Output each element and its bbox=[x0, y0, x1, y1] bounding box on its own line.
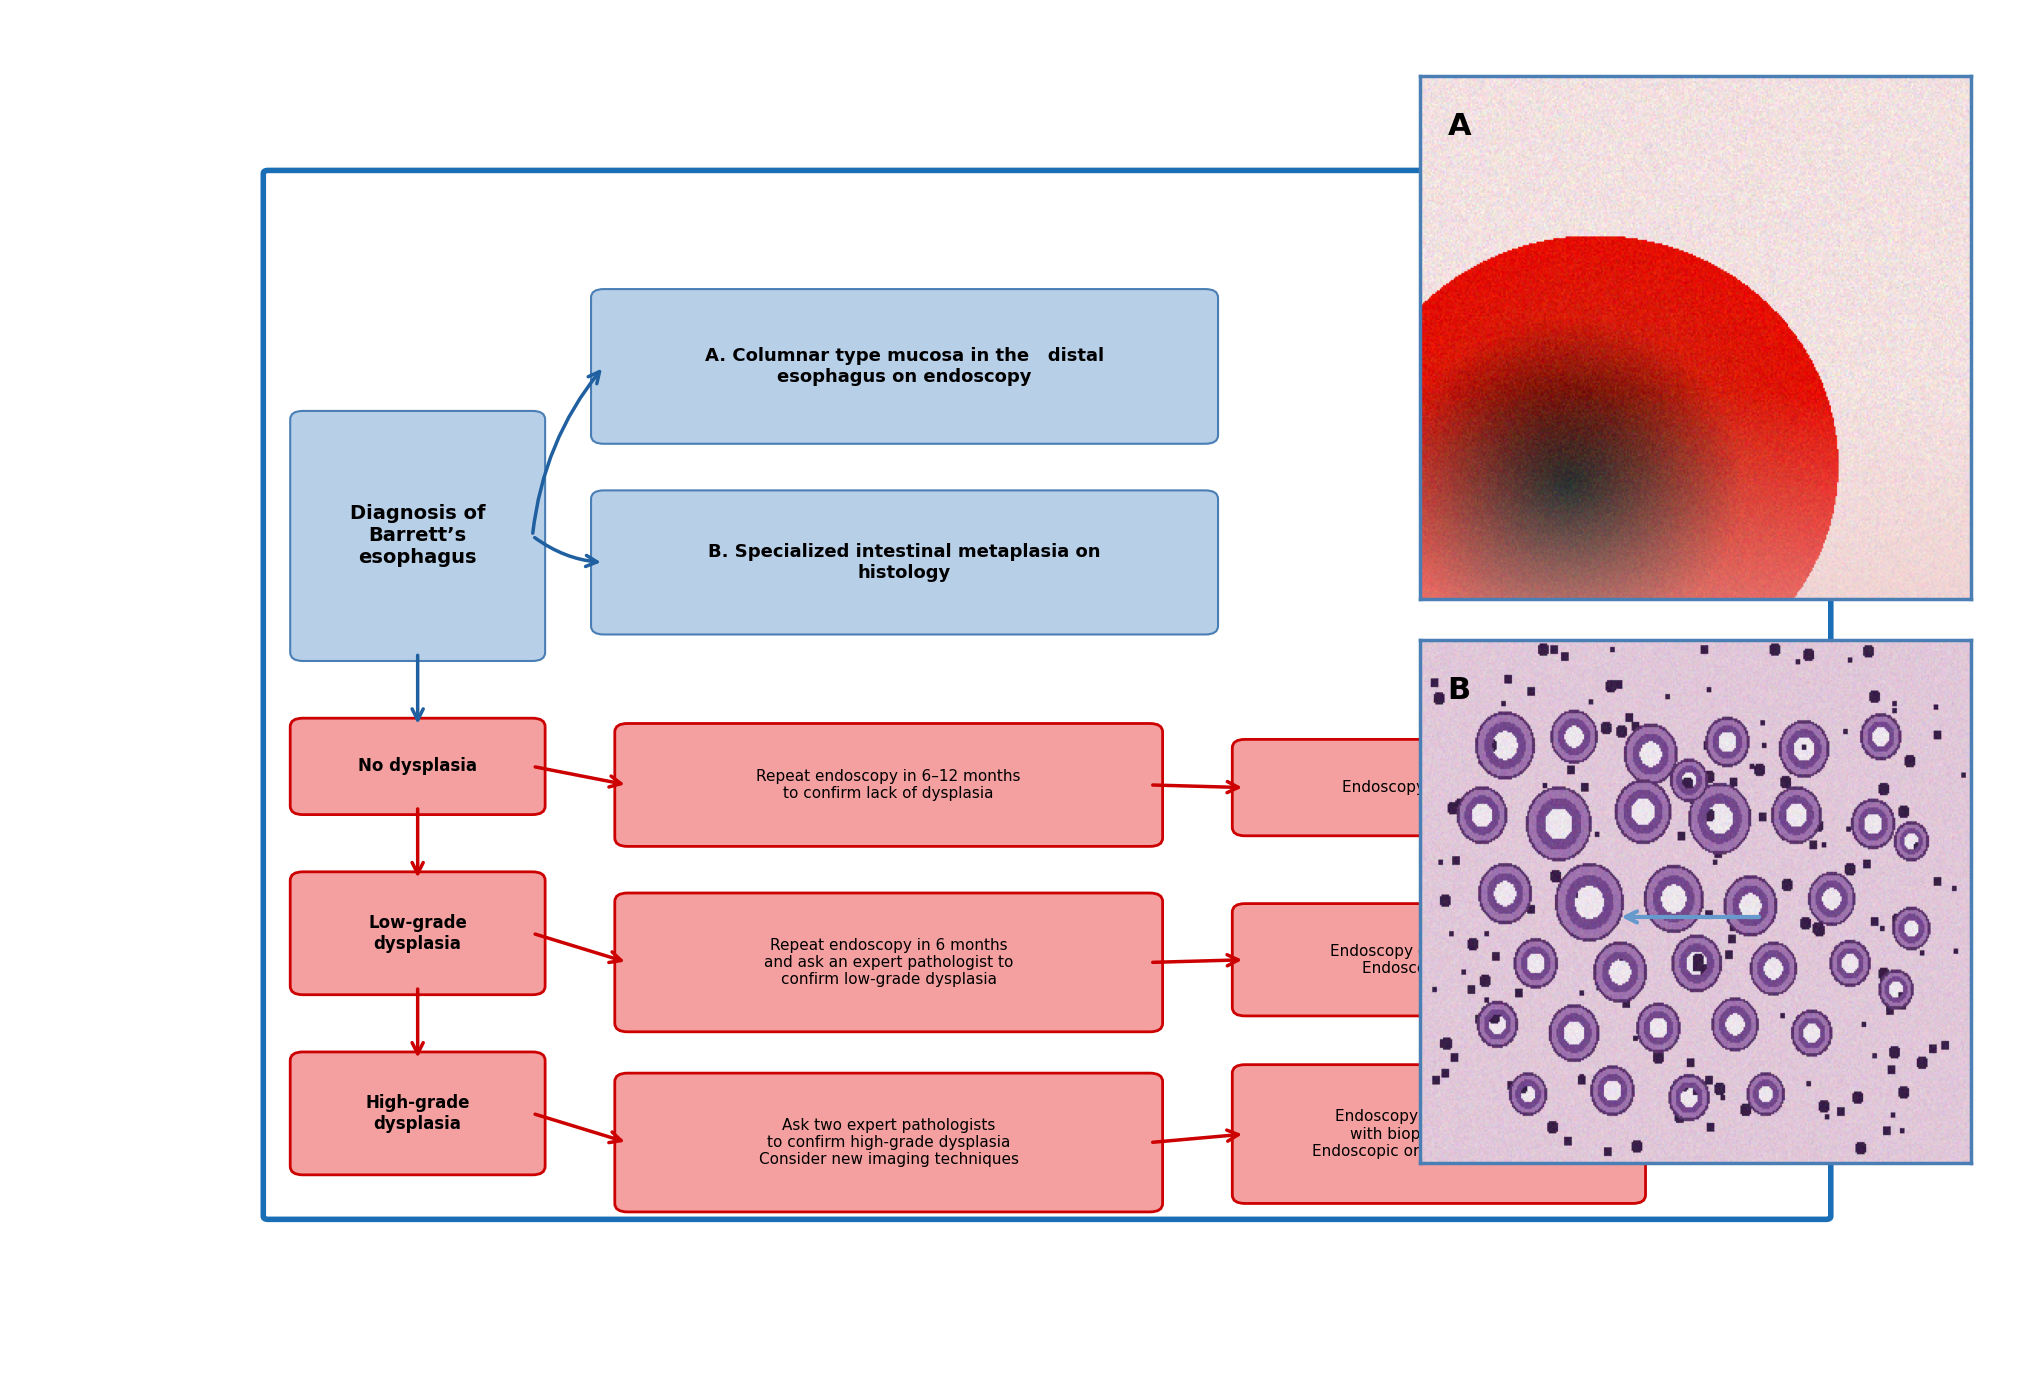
Text: Endoscopy every 3 years: Endoscopy every 3 years bbox=[1342, 780, 1536, 795]
FancyBboxPatch shape bbox=[1232, 1065, 1645, 1204]
Text: Diagnosis of
Barrett’s
esophagus: Diagnosis of Barrett’s esophagus bbox=[349, 505, 486, 567]
FancyBboxPatch shape bbox=[1232, 739, 1645, 835]
Text: Repeat endoscopy in 6–12 months
to confirm lack of dysplasia: Repeat endoscopy in 6–12 months to confi… bbox=[756, 769, 1022, 801]
FancyBboxPatch shape bbox=[615, 893, 1162, 1032]
FancyBboxPatch shape bbox=[615, 1073, 1162, 1212]
FancyBboxPatch shape bbox=[590, 490, 1218, 634]
Text: High-grade
dysplasia: High-grade dysplasia bbox=[366, 1094, 470, 1132]
FancyBboxPatch shape bbox=[290, 872, 545, 995]
Text: A: A bbox=[1448, 113, 1471, 142]
Text: Ask two expert pathologists
to confirm high-grade dysplasia
Consider new imaging: Ask two expert pathologists to confirm h… bbox=[758, 1117, 1019, 1167]
FancyBboxPatch shape bbox=[290, 1051, 545, 1175]
FancyBboxPatch shape bbox=[615, 724, 1162, 846]
FancyBboxPatch shape bbox=[290, 718, 545, 815]
Text: Endoscopy every 3 months
with biopsy every 1 cm
Endoscopic or surgical treatment: Endoscopy every 3 months with biopsy eve… bbox=[1312, 1109, 1565, 1159]
Text: B. Specialized intestinal metaplasia on
histology: B. Specialized intestinal metaplasia on … bbox=[709, 544, 1101, 582]
FancyBboxPatch shape bbox=[590, 289, 1218, 444]
Text: Endoscopy every 12 months
Endoscopic ablation: Endoscopy every 12 months Endoscopic abl… bbox=[1330, 944, 1549, 976]
FancyBboxPatch shape bbox=[290, 411, 545, 660]
Text: Repeat endoscopy in 6 months
and ask an expert pathologist to
confirm low-grade : Repeat endoscopy in 6 months and ask an … bbox=[764, 937, 1013, 988]
Text: B: B bbox=[1448, 677, 1471, 706]
Text: Low-grade
dysplasia: Low-grade dysplasia bbox=[368, 914, 468, 952]
Text: No dysplasia: No dysplasia bbox=[358, 757, 478, 776]
FancyBboxPatch shape bbox=[264, 171, 1831, 1219]
FancyBboxPatch shape bbox=[1232, 904, 1645, 1015]
Text: A. Columnar type mucosa in the   distal
esophagus on endoscopy: A. Columnar type mucosa in the distal es… bbox=[705, 347, 1103, 385]
